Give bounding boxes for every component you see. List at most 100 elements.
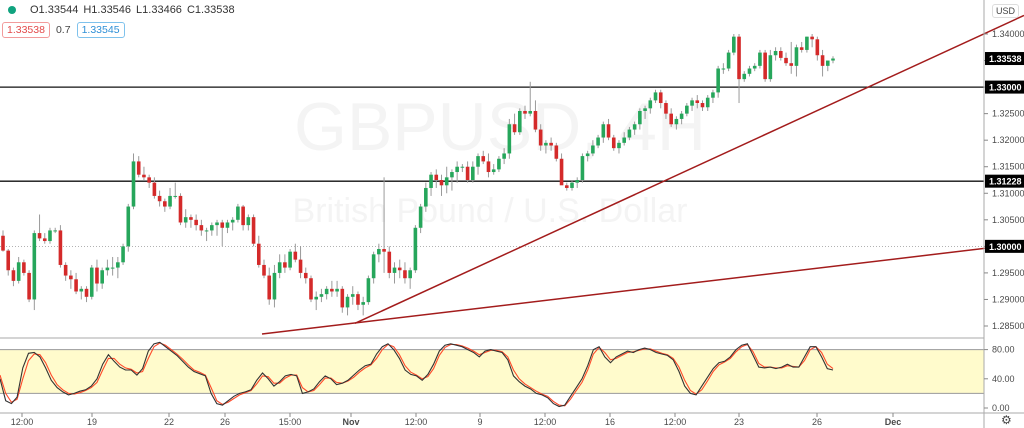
candle [685, 103, 689, 117]
price-tick-label: 1.32000 [992, 135, 1024, 145]
candle [272, 264, 277, 308]
candle [131, 153, 136, 210]
candle [1, 230, 5, 252]
candle [387, 246, 392, 279]
chart-header: O1.33544 H1.33546 L1.33466 C1.33538 1.33… [0, 0, 980, 44]
watermark-title: GBPUSD, 4H [294, 89, 706, 165]
candle [418, 203, 423, 234]
candle [815, 36, 820, 61]
candle [669, 108, 673, 127]
candle [611, 134, 616, 151]
time-tick-label: Dec [885, 417, 902, 427]
sell-button[interactable]: 1.33538 [2, 22, 50, 38]
candle [178, 193, 183, 226]
candle [236, 203, 240, 223]
candle [768, 49, 773, 82]
symbol-watermark: GBPUSD, 4H British Pound / U.S. Dollar [293, 89, 706, 230]
overbought-oversold-band [0, 349, 984, 394]
horizontal-lines[interactable] [0, 86, 984, 247]
trendline [354, 14, 1024, 325]
candle [37, 214, 42, 242]
candle [220, 219, 225, 247]
candle [559, 153, 564, 186]
candle [330, 280, 334, 297]
candle [575, 177, 580, 188]
currency-label[interactable]: USD [992, 4, 1020, 18]
candle [350, 286, 355, 305]
candle [752, 63, 757, 72]
candle [267, 267, 272, 305]
candle [121, 243, 125, 265]
time-axis[interactable]: 12:00 19 22 26 15:00 Nov 12:00 9 12:00 16 12:00 23 2… [11, 413, 902, 427]
candle [303, 267, 308, 284]
price-tick-label: 1.31500 [992, 162, 1024, 172]
candle [512, 113, 517, 135]
time-tick-label: 22 [164, 417, 174, 427]
osc-tick-label: 80.00 [992, 345, 1015, 355]
candle [283, 254, 287, 273]
candle [799, 41, 804, 53]
candle [721, 63, 726, 74]
ohlc-low: L1.33466 [136, 4, 182, 16]
trendlines[interactable] [261, 14, 1024, 335]
settings-gear-icon[interactable]: ⚙ [1001, 413, 1012, 427]
candle [69, 270, 73, 289]
candle [424, 182, 428, 212]
candle [471, 161, 475, 183]
price-axis[interactable]: 1.340001.335001.330001.325001.320001.315… [984, 29, 1024, 331]
candle [11, 267, 16, 287]
candle [805, 36, 809, 53]
candle [361, 296, 365, 316]
time-tick-label: 19 [87, 417, 97, 427]
candle [638, 108, 642, 130]
candle [502, 148, 506, 165]
candle [544, 140, 548, 154]
buy-button[interactable]: 1.33545 [76, 22, 125, 38]
candle [251, 214, 256, 247]
candle [53, 227, 58, 234]
candle [194, 214, 198, 231]
candle [549, 137, 553, 151]
candle [142, 166, 146, 180]
candle [648, 97, 653, 114]
candle [690, 97, 694, 111]
market-status-icon [8, 6, 16, 14]
candle [742, 71, 747, 82]
candle [27, 270, 31, 303]
candle [705, 95, 710, 111]
candle [371, 251, 376, 284]
candle [63, 262, 68, 281]
candle [189, 214, 193, 228]
candle [210, 222, 214, 236]
candle [491, 164, 496, 175]
time-tick-label: 12:00 [405, 417, 428, 427]
candle [340, 286, 345, 313]
candle [570, 179, 574, 191]
time-tick-label: 23 [734, 417, 744, 427]
candle [408, 267, 412, 289]
candle [497, 156, 501, 173]
spread-value: 0.7 [55, 24, 71, 36]
candle [345, 294, 350, 316]
candle [42, 233, 47, 244]
candle [335, 280, 339, 297]
candle [481, 150, 486, 165]
time-tick-label: 12:00 [664, 417, 687, 427]
candle [126, 203, 131, 252]
candle [89, 264, 94, 300]
candle [789, 41, 794, 74]
candle [439, 174, 444, 196]
oscillator-axis[interactable]: 80.00 40.00 0.00 [984, 345, 1015, 413]
candle [110, 256, 115, 276]
candle [758, 49, 762, 69]
candle [627, 126, 632, 141]
candle [810, 34, 814, 48]
candle [476, 153, 480, 175]
time-tick-label: 12:00 [11, 417, 34, 427]
candle [825, 60, 830, 72]
candle [403, 262, 407, 284]
candle [105, 259, 110, 276]
candlestick-series [1, 34, 835, 316]
candle [695, 95, 700, 109]
